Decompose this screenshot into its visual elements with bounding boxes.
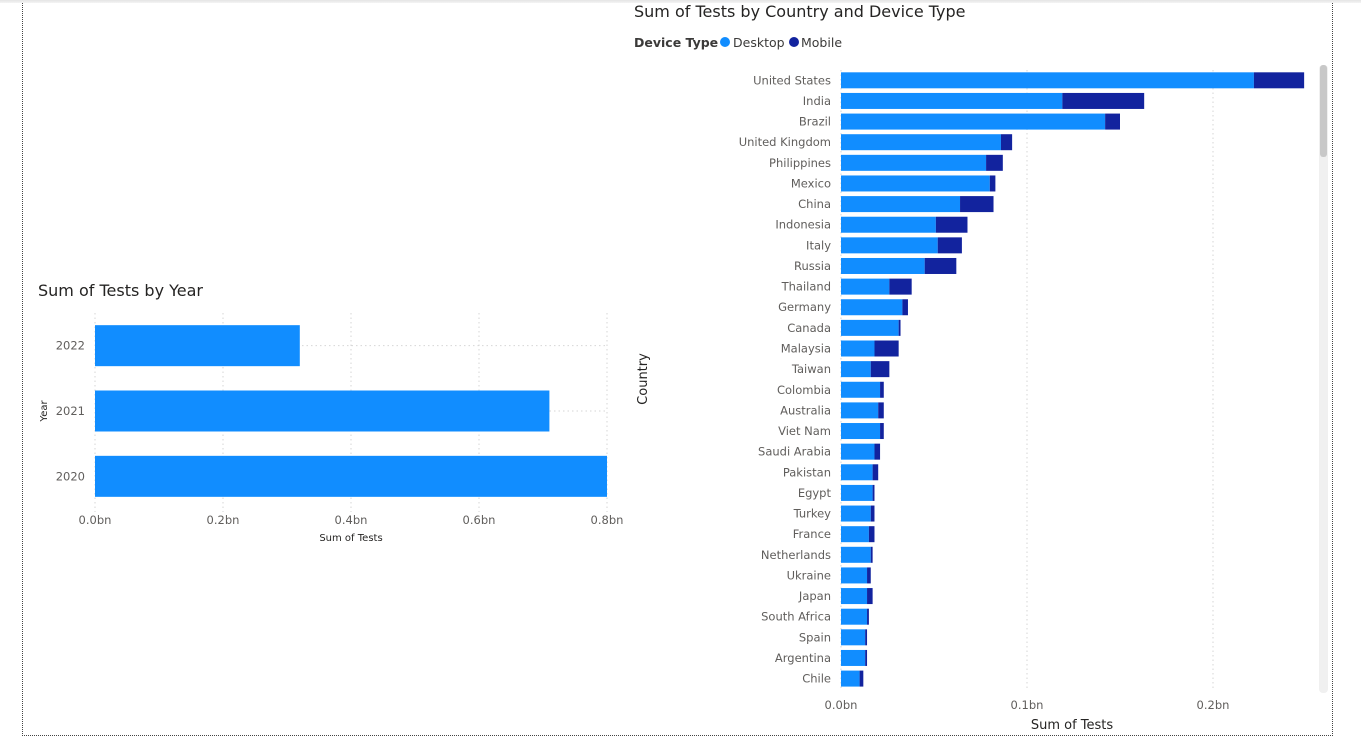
year-chart-x-ticks: 0.0bn 0.2bn 0.4bn 0.6bn 0.8bn	[79, 513, 624, 527]
y-tick-label: 2022	[56, 339, 85, 353]
bar-year-2021[interactable]	[95, 390, 550, 432]
chart-title-year: Sum of Tests by Year	[38, 281, 203, 300]
x-tick-label: 0.2bn	[207, 513, 240, 527]
x-tick-label: 0.0bn	[79, 513, 112, 527]
bar-year-2020[interactable]	[95, 455, 607, 497]
top-bar	[0, 0, 1361, 3]
x-tick-label: 0.8bn	[591, 513, 624, 527]
y-tick-label: 2021	[56, 404, 85, 418]
x-axis-title-year: Sum of Tests	[319, 533, 382, 544]
year-chart-bars	[95, 325, 607, 497]
x-tick-label: 0.4bn	[335, 513, 368, 527]
bar-year-2022[interactable]	[95, 325, 300, 367]
y-tick-label: 2020	[56, 469, 85, 483]
y-axis-title-year: Year	[39, 400, 50, 423]
year-chart-y-ticks: 2022 2021 2020	[56, 339, 85, 484]
report-canvas-border	[22, 3, 1333, 736]
x-tick-label: 0.6bn	[463, 513, 496, 527]
